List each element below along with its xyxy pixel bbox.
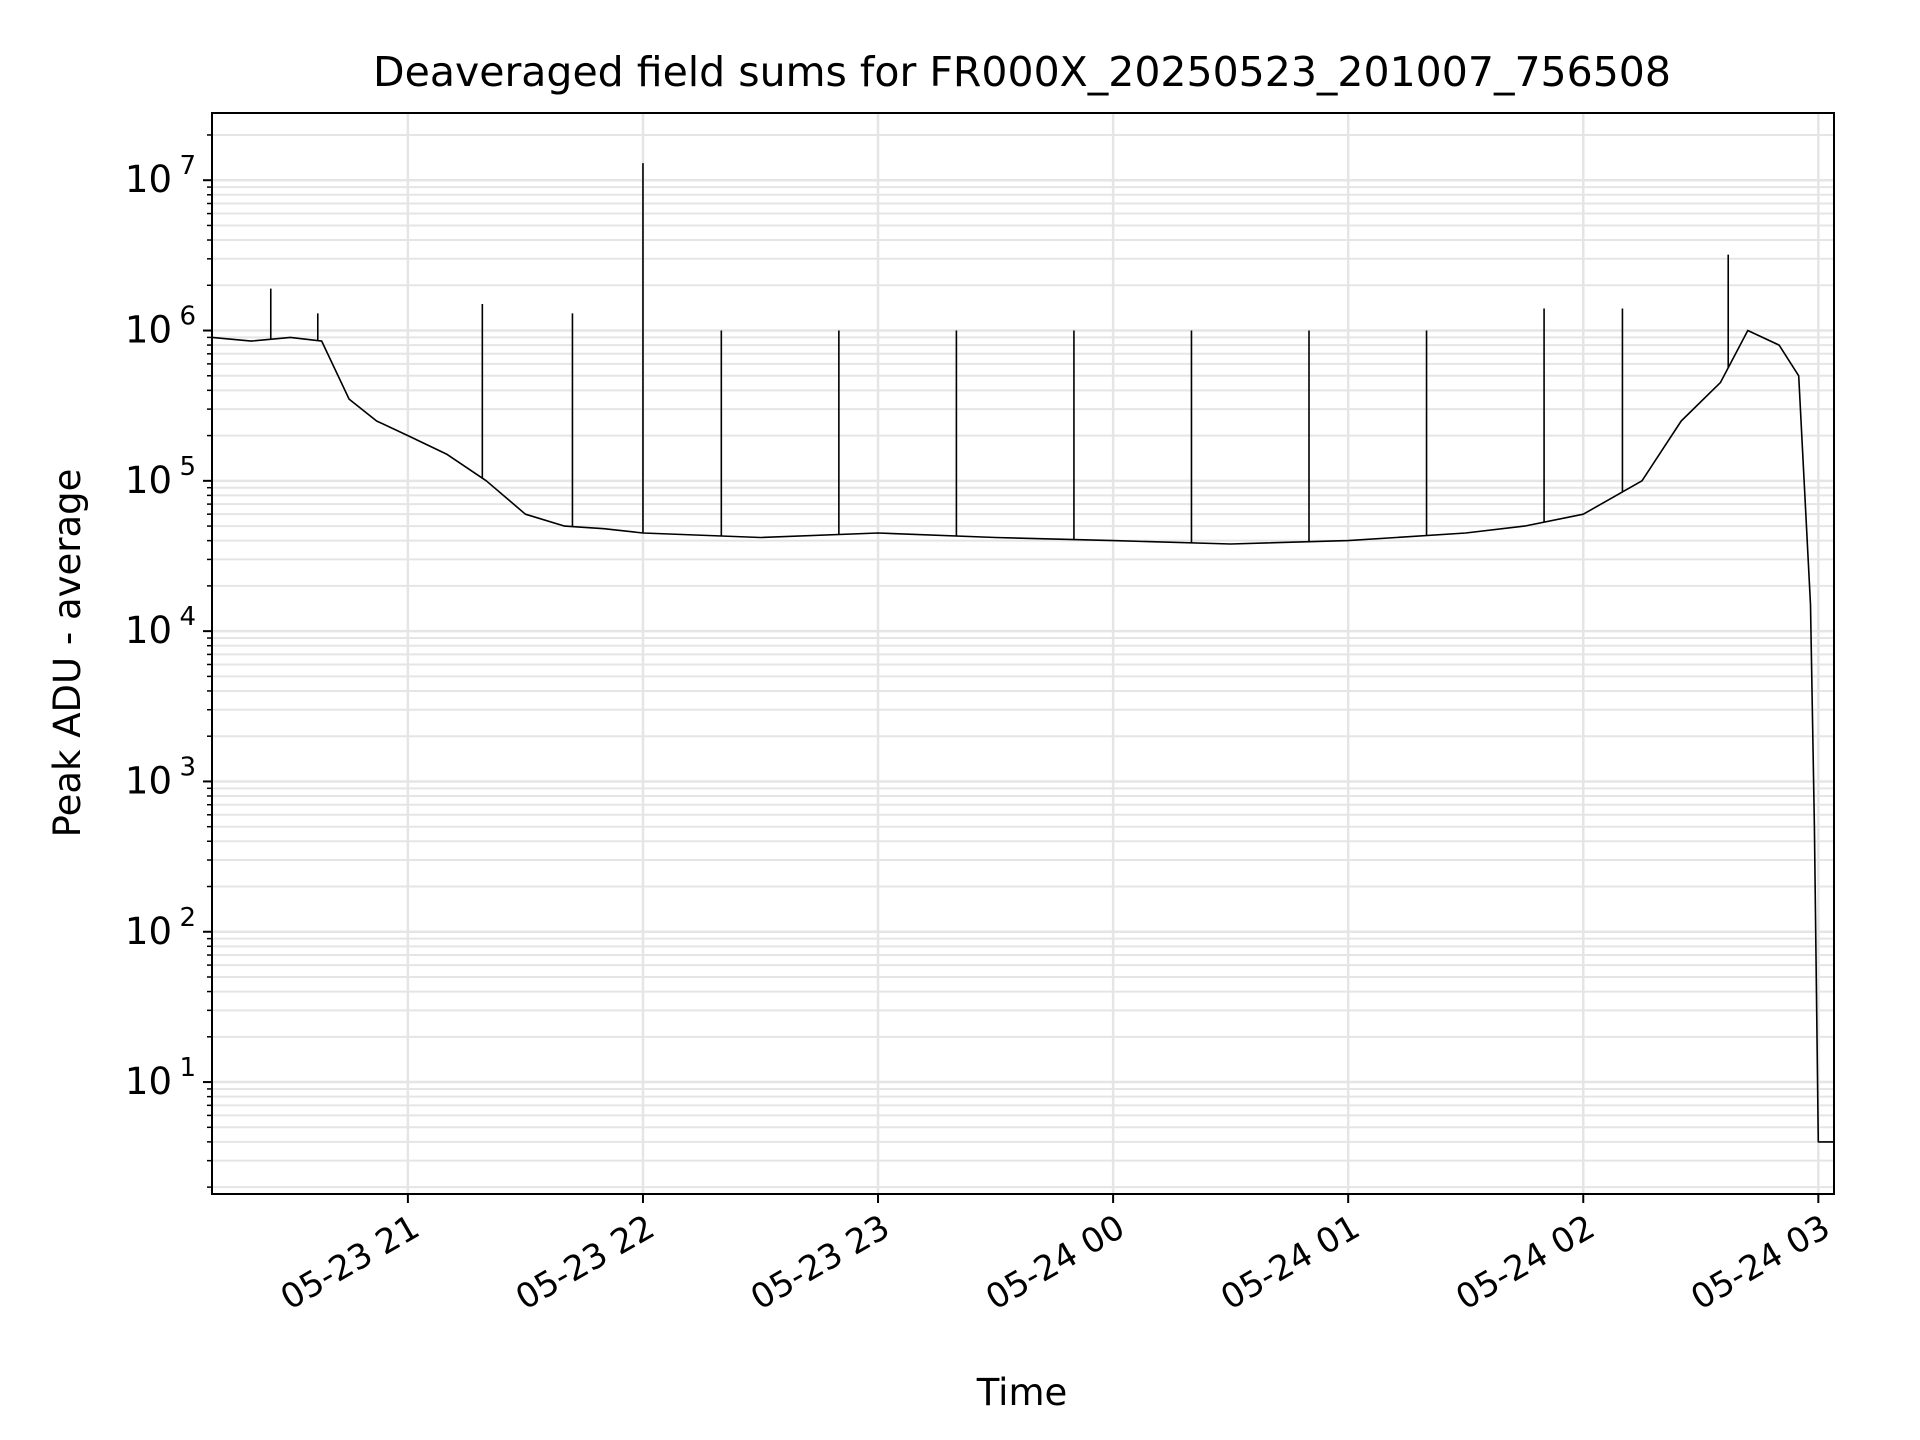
y-tick-label: 10 [125,459,172,502]
major-grid [212,113,1834,1194]
x-tick-label: 05-23 23 [744,1207,896,1318]
y-tick-exponent: 5 [179,452,196,482]
y-tick-exponent: 1 [179,1053,196,1083]
y-tick-label: 10 [125,609,172,652]
x-tick-label: 05-23 22 [509,1207,661,1318]
y-tick-label: 10 [125,158,172,201]
x-tick-label: 05-24 02 [1449,1207,1601,1318]
minor-grid [212,133,1834,1189]
x-tick-label: 05-23 21 [274,1207,426,1318]
y-tick-exponent: 2 [179,903,196,933]
x-axis-label: Time [976,1371,1068,1414]
y-tick-exponent: 6 [179,302,196,332]
y-tick-label: 10 [125,309,172,352]
y-tick-exponent: 7 [179,151,196,181]
y-tick-exponent: 3 [179,752,196,782]
x-tick-label: 05-24 00 [979,1207,1131,1318]
y-axis-label: Peak ADU - average [46,469,89,838]
y-tick-label: 10 [125,1060,172,1103]
plot-frame [211,112,1835,1195]
y-tick-label: 10 [125,910,172,953]
x-tick-label: 05-24 01 [1214,1207,1366,1318]
series-line [211,329,1834,1143]
x-tick-label: 05-24 03 [1684,1207,1836,1318]
series-layer [211,163,1834,1143]
chart-title: Deaveraged field sums for FR000X_2025052… [373,48,1671,96]
y-tick-exponent: 4 [179,602,196,632]
y-tick-label: 10 [125,759,172,802]
